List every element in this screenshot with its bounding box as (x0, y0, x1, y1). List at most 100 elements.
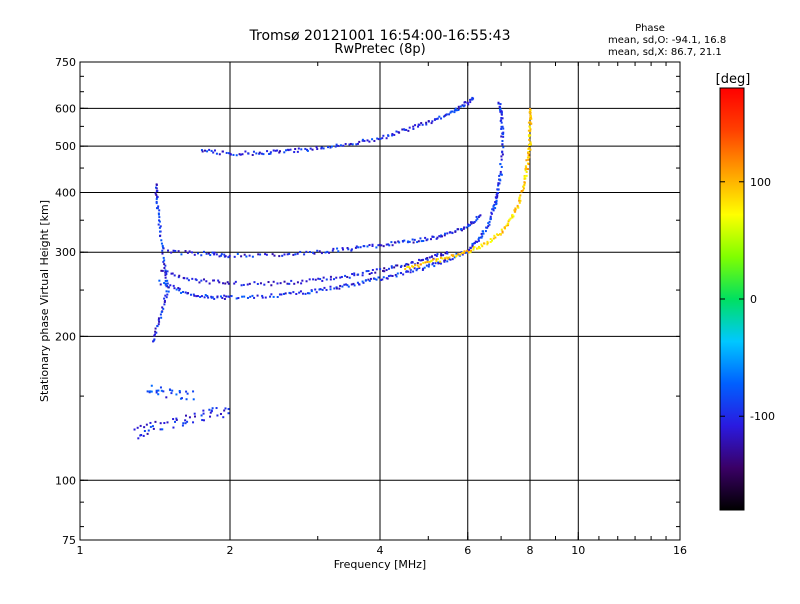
data-point (375, 278, 378, 281)
data-point (166, 282, 169, 285)
data-point (160, 242, 163, 245)
data-point (527, 158, 530, 161)
data-point (163, 303, 166, 306)
x-tick-label: 16 (673, 544, 687, 557)
data-point (276, 296, 279, 299)
data-point (178, 289, 181, 292)
data-point (429, 238, 432, 241)
data-point (157, 318, 160, 321)
data-point (411, 261, 414, 264)
data-point (341, 285, 344, 288)
data-point (215, 152, 218, 155)
data-point (387, 267, 390, 270)
data-point (210, 149, 213, 152)
data-point (265, 253, 268, 256)
data-point (211, 296, 214, 299)
data-point (370, 272, 373, 275)
data-point (448, 113, 451, 116)
data-point (157, 317, 160, 320)
data-point (244, 150, 247, 153)
data-point (236, 252, 239, 255)
data-point (278, 151, 281, 154)
data-point (348, 143, 351, 146)
data-point (426, 259, 429, 262)
data-point (344, 142, 347, 145)
data-point (305, 250, 308, 253)
data-point (301, 279, 304, 282)
data-point (225, 151, 228, 154)
data-point (439, 256, 442, 259)
data-point (346, 284, 349, 287)
data-point (286, 253, 289, 256)
data-point (159, 313, 162, 316)
data-point (500, 110, 503, 113)
data-point (195, 279, 198, 282)
data-point (192, 398, 195, 401)
data-point (362, 281, 365, 284)
data-point (395, 275, 398, 278)
data-point (164, 282, 167, 285)
data-point (155, 183, 158, 186)
data-point (319, 278, 322, 281)
data-point (160, 389, 163, 392)
data-point (424, 257, 427, 260)
data-point (453, 111, 456, 114)
data-point (431, 263, 434, 266)
data-point (500, 125, 503, 128)
data-point (280, 293, 283, 296)
data-point (169, 389, 172, 392)
data-point (530, 117, 533, 120)
trace-group (133, 407, 230, 440)
data-point (478, 236, 481, 239)
phase-stat-o: mean, sd,O: -94.1, 16.8 (608, 35, 726, 46)
data-point (480, 236, 483, 239)
data-point (251, 153, 254, 156)
data-point (432, 262, 435, 265)
data-point (326, 146, 329, 149)
data-point (417, 265, 420, 268)
data-point (317, 277, 320, 280)
data-point (495, 193, 498, 196)
data-point (177, 250, 180, 253)
data-point (527, 156, 530, 159)
data-point (343, 283, 346, 286)
data-point (180, 397, 183, 400)
data-point (223, 409, 226, 412)
data-point (295, 293, 298, 296)
data-point (329, 146, 332, 149)
data-point (444, 257, 447, 260)
data-point (472, 97, 475, 100)
data-point (378, 243, 381, 246)
data-point (202, 412, 205, 415)
data-point (451, 110, 454, 113)
data-point (473, 246, 476, 249)
data-point (293, 151, 296, 154)
data-point (227, 256, 230, 259)
data-point (381, 278, 384, 281)
data-point (220, 254, 223, 257)
data-point (361, 274, 364, 277)
data-point (377, 244, 380, 247)
data-point (476, 247, 479, 250)
data-point (297, 147, 300, 150)
data-point (527, 163, 530, 166)
data-point (469, 246, 472, 249)
data-point (270, 284, 273, 287)
data-point (403, 128, 406, 131)
data-point (434, 253, 437, 256)
data-point (349, 142, 352, 145)
data-point (491, 239, 494, 242)
data-point (294, 253, 297, 256)
data-point (527, 121, 530, 124)
data-point (405, 270, 408, 273)
y-tick-label: 500 (55, 140, 76, 153)
data-point (371, 244, 374, 247)
data-point (501, 230, 504, 233)
data-point (188, 250, 191, 253)
data-point (435, 237, 438, 240)
data-point (182, 422, 185, 425)
data-point (293, 282, 296, 285)
data-point (442, 254, 445, 257)
data-point (161, 428, 164, 431)
data-point (133, 428, 136, 431)
